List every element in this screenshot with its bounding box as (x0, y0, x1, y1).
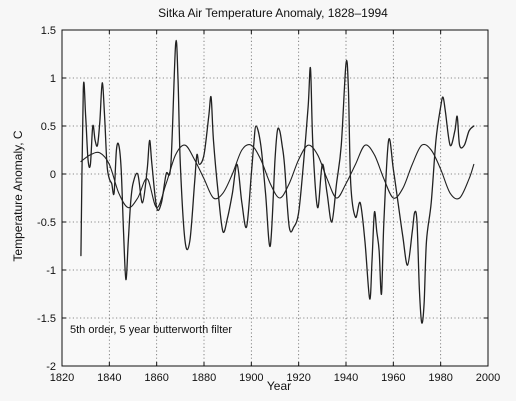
y-tick-labels: -2 -1.5 -1 -0.5 0 0.5 1 1.5 (37, 25, 56, 373)
x-tick-label: 1860 (144, 372, 168, 384)
series-line-filtered (80, 40, 475, 324)
y-tick-label: -1.5 (37, 313, 56, 325)
series-layer (80, 40, 475, 324)
y-tick-label: -2 (46, 361, 56, 373)
y-tick-label: 0 (50, 169, 56, 181)
chart-title: Sitka Air Temperature Anomaly, 1828–1994 (158, 6, 388, 20)
x-tick-label: 1920 (286, 372, 310, 384)
x-tick-label: 1940 (334, 372, 358, 384)
x-tick-labels: 1820 1840 1860 1880 1900 1920 1940 1960 1980 2000 (50, 372, 500, 384)
x-tick-label: 1980 (428, 372, 452, 384)
plot-background (62, 30, 488, 366)
x-tick-label: 1900 (239, 372, 263, 384)
x-axis-label: Year (267, 379, 291, 393)
x-tick-label: 1880 (192, 372, 216, 384)
y-tick-label: 1.5 (41, 25, 56, 37)
y-tick-label: 1 (50, 73, 56, 85)
y-axis-label: Temperature Anomaly, C (11, 130, 25, 262)
plot-frame (61, 29, 489, 367)
x-tick-label: 1820 (50, 372, 74, 384)
filter-annotation: 5th order, 5 year butterworth filter (70, 324, 232, 336)
y-tick-label: 0.5 (41, 121, 56, 133)
y-tick-label: -0.5 (37, 217, 56, 229)
x-tick-label: 2000 (476, 372, 500, 384)
gridlines (62, 30, 488, 366)
series-line-smooth (80, 143, 475, 209)
y-tick-label: -1 (46, 265, 56, 277)
axis-ticks (61, 29, 489, 367)
x-tick-label: 1960 (381, 372, 405, 384)
x-tick-label: 1840 (97, 372, 121, 384)
plot-area (61, 29, 489, 367)
